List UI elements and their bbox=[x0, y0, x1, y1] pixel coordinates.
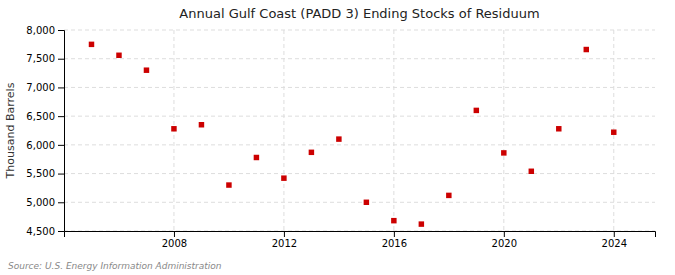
tick-mark bbox=[58, 174, 64, 175]
tick-mark bbox=[58, 59, 64, 60]
tick: 4,500 bbox=[26, 226, 64, 237]
tick-mark bbox=[504, 231, 505, 237]
tick-mark bbox=[58, 87, 64, 88]
tick: 7,500 bbox=[26, 53, 64, 64]
grid-line-y bbox=[64, 58, 655, 59]
tick: 7,000 bbox=[26, 82, 64, 93]
tick-label: 2024 bbox=[602, 238, 627, 249]
point bbox=[116, 53, 121, 58]
point bbox=[446, 193, 451, 198]
point bbox=[171, 126, 176, 131]
grid-line-y bbox=[64, 202, 655, 203]
point bbox=[309, 150, 314, 155]
tick: 5,500 bbox=[26, 168, 64, 179]
tick-label: 5,500 bbox=[26, 168, 55, 179]
point bbox=[611, 129, 616, 134]
tick-label: 8,000 bbox=[26, 25, 55, 36]
point bbox=[529, 169, 534, 174]
tick: 2012 bbox=[272, 231, 297, 249]
tick-label: 7,000 bbox=[26, 82, 55, 93]
tick: 5,000 bbox=[26, 197, 64, 208]
points bbox=[89, 42, 617, 227]
point bbox=[254, 155, 259, 160]
point bbox=[556, 126, 561, 131]
axis-line bbox=[65, 232, 656, 238]
grid-line-y bbox=[64, 87, 655, 88]
point bbox=[501, 150, 506, 155]
grid bbox=[64, 30, 655, 231]
tick: 2024 bbox=[602, 231, 627, 249]
tick: 6,000 bbox=[26, 140, 64, 151]
y-axis-label: Thousand Barrels bbox=[4, 82, 17, 179]
tick: 2016 bbox=[382, 231, 407, 249]
point bbox=[584, 47, 589, 52]
title: Annual Gulf Coast (PADD 3) Ending Stocks… bbox=[179, 6, 539, 21]
tick-mark bbox=[58, 231, 64, 232]
tick: 2020 bbox=[492, 231, 517, 249]
tick-mark bbox=[614, 231, 615, 237]
grid-line-y bbox=[64, 173, 655, 174]
tick: 2008 bbox=[162, 231, 187, 249]
point bbox=[144, 67, 149, 72]
tick-label: 2012 bbox=[272, 238, 297, 249]
tick-mark bbox=[58, 202, 64, 203]
point bbox=[199, 122, 204, 127]
tick-label: 7,500 bbox=[26, 53, 55, 64]
tick-mark bbox=[284, 231, 285, 237]
point bbox=[419, 221, 424, 226]
point bbox=[364, 200, 369, 205]
grid-line-y bbox=[64, 116, 655, 117]
tick-label: 5,000 bbox=[26, 197, 55, 208]
tick-label: 2008 bbox=[162, 238, 187, 249]
tick: 8,000 bbox=[26, 25, 64, 36]
grid-line-x bbox=[283, 30, 284, 231]
axis-line bbox=[58, 31, 65, 232]
grid-line-y bbox=[64, 30, 655, 31]
chart-container: 2008 2012 2016 2020 2024 4,500 5,000 5,500 6,000… bbox=[0, 0, 675, 275]
tick-mark bbox=[174, 231, 175, 237]
grid-line-y bbox=[64, 144, 655, 145]
grid-line-x bbox=[393, 30, 394, 231]
point bbox=[226, 182, 231, 187]
tick-mark bbox=[58, 30, 64, 31]
point bbox=[336, 136, 341, 141]
tick: 6,500 bbox=[26, 111, 64, 122]
tick-mark bbox=[394, 231, 395, 237]
point bbox=[281, 175, 286, 180]
point bbox=[474, 108, 479, 113]
y-axis: 4,500 5,000 5,500 6,000 6,500 7,000 7,500 8,000 bbox=[26, 25, 64, 237]
x-axis: 2008 2012 2016 2020 2024 bbox=[65, 231, 656, 249]
tick-label: 4,500 bbox=[26, 226, 55, 237]
grid-line-x bbox=[503, 30, 504, 231]
tick-label: 6,000 bbox=[26, 140, 55, 151]
tick-label: 2020 bbox=[492, 238, 517, 249]
point bbox=[89, 42, 94, 47]
tick-label: 6,500 bbox=[26, 111, 55, 122]
tick-mark bbox=[58, 145, 64, 146]
tick-label: 2016 bbox=[382, 238, 407, 249]
tick-mark bbox=[58, 116, 64, 117]
point bbox=[391, 218, 396, 223]
chart-svg: 2008 2012 2016 2020 2024 4,500 5,000 5,500 6,000… bbox=[0, 0, 675, 275]
annotation: Source: U.S. Energy Information Administ… bbox=[8, 261, 222, 271]
